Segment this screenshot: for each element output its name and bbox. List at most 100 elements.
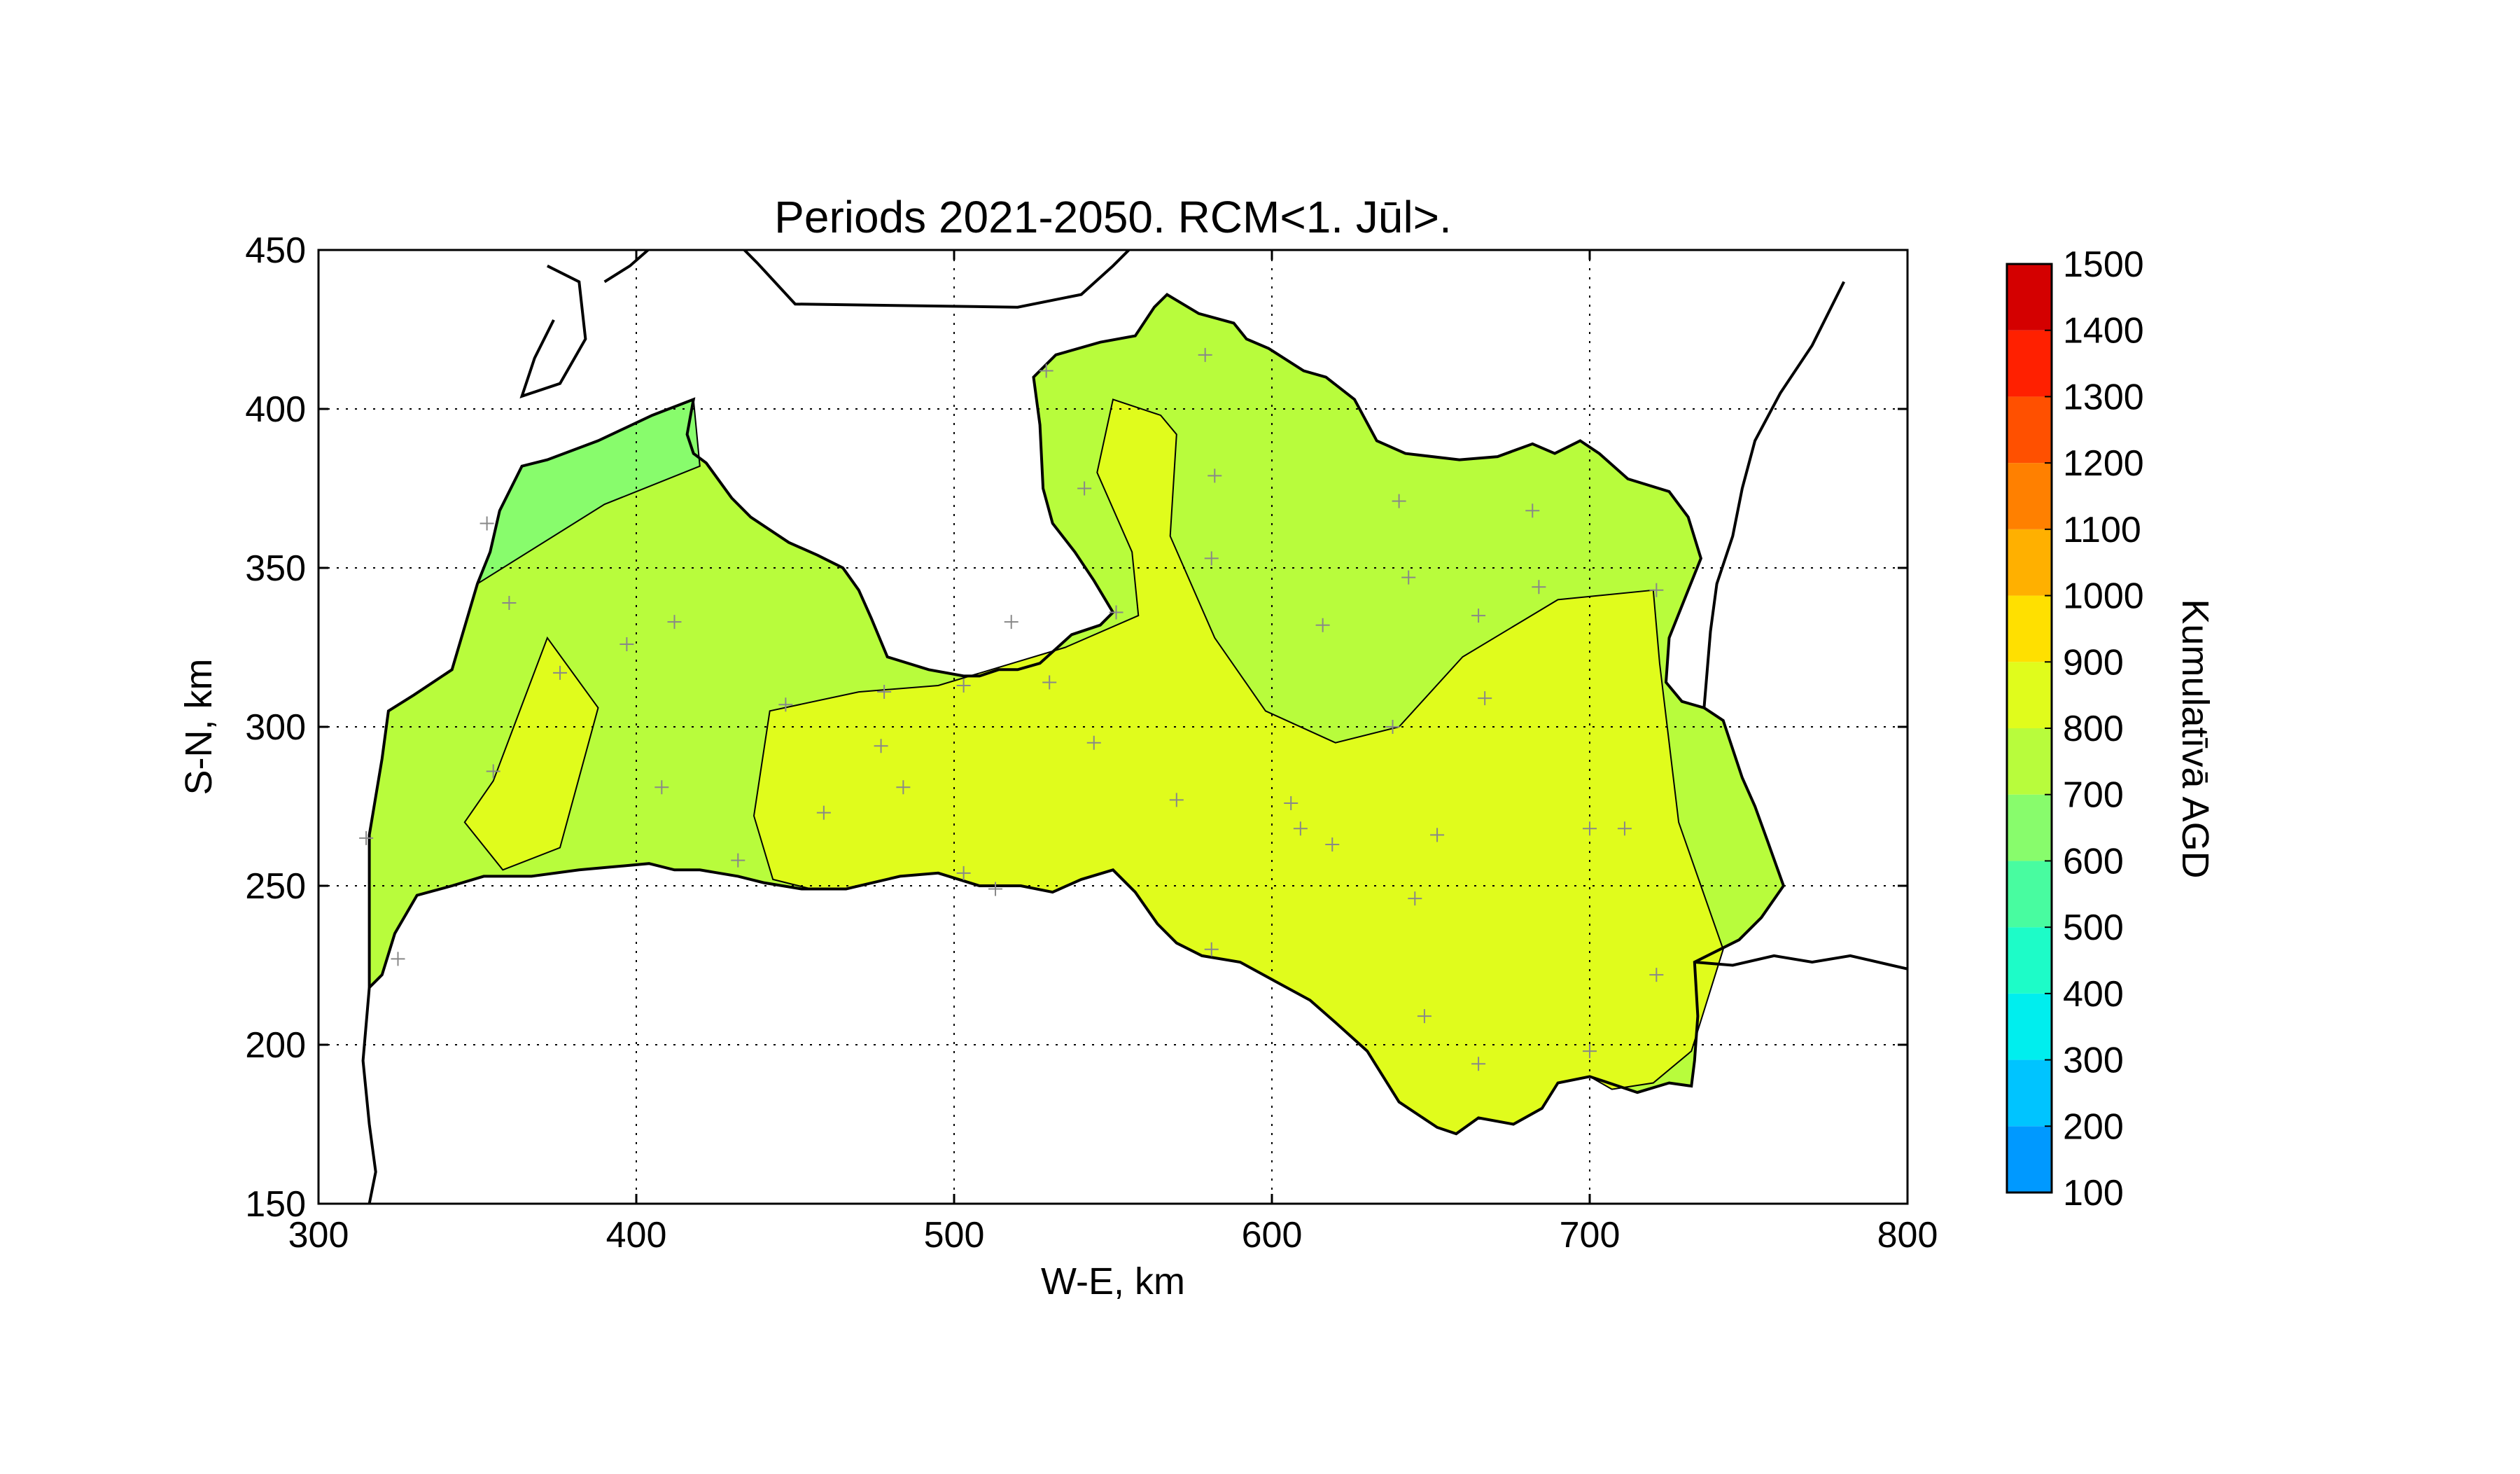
station-marker (1471, 1057, 1486, 1071)
station-marker (778, 697, 793, 712)
station-marker (1649, 968, 1664, 982)
plot-area: 300 400 500 600 700 800 150 200 250 300 350 400 450 (245, 230, 1938, 1256)
station-marker (1417, 1009, 1432, 1024)
x-tick-label: 300 (288, 1215, 349, 1256)
station-marker (553, 665, 568, 680)
station-marker (1617, 821, 1632, 836)
station-marker (1471, 609, 1486, 623)
station-marker (1401, 570, 1416, 585)
colorbar-segment (2007, 794, 2052, 861)
colorbar: 100 200 300 400 500 600 700 800 900 1000 1100 1200 1… (2005, 244, 2144, 1214)
colorbar-tick-label: 700 (2063, 775, 2124, 816)
colorbar-tick-label: 1000 (2063, 576, 2144, 617)
station-marker (502, 595, 517, 610)
station-marker (1086, 735, 1101, 750)
station-marker (1208, 468, 1222, 483)
station-marker (1315, 618, 1330, 632)
station-marker (1649, 583, 1664, 597)
station-marker (1525, 503, 1540, 518)
station-marker (1109, 605, 1124, 620)
y-axis-label: S-N, km (178, 659, 220, 795)
station-marker (1004, 615, 1018, 630)
station-marker (1198, 347, 1212, 362)
y-axis-ticks: 150 200 250 300 350 400 450 (245, 230, 1907, 1225)
neighbour-border (603, 250, 1131, 309)
station-marker (1169, 793, 1184, 807)
x-tick-label: 700 (1560, 1215, 1620, 1256)
colorbar-tick-label: 300 (2063, 1041, 2124, 1081)
region-800-900-west (463, 636, 599, 871)
station-marker (1408, 891, 1422, 906)
y-tick-label: 200 (245, 1025, 306, 1066)
station-marker (1532, 580, 1546, 595)
station-marker (1430, 828, 1445, 842)
station-marker (486, 764, 500, 779)
x-tick-label: 400 (606, 1215, 667, 1256)
station-markers (359, 347, 1664, 1071)
colorbar-segment (2007, 728, 2052, 795)
colorbar-tick-label: 200 (2063, 1106, 2124, 1147)
y-tick-label: 250 (245, 866, 306, 907)
station-marker (956, 865, 971, 880)
colorbar-segment (2007, 264, 2052, 331)
colorbar-tick-label: 1100 (2063, 510, 2141, 550)
station-marker (1392, 494, 1406, 508)
y-tick-label: 450 (245, 230, 306, 271)
grid-lines (318, 250, 1907, 1204)
colorbar-tick-label: 1200 (2063, 443, 2144, 484)
station-marker (874, 739, 888, 753)
station-marker (1077, 481, 1092, 496)
station-marker (877, 685, 892, 700)
colorbar-segment (2007, 396, 2052, 464)
colorbar-segment (2007, 662, 2052, 728)
x-tick-label: 500 (924, 1215, 985, 1256)
y-tick-label: 400 (245, 389, 306, 430)
colorbar-tick-label: 900 (2063, 642, 2124, 683)
colorbar-tick-label: 400 (2063, 974, 2124, 1015)
station-marker (1293, 821, 1308, 836)
latvia-border (368, 293, 1786, 1136)
neighbour-border (361, 987, 377, 1204)
colorbar-segment (2007, 927, 2052, 994)
station-marker (391, 952, 405, 966)
station-marker (1583, 1044, 1597, 1059)
colorbar-segment (2007, 463, 2052, 529)
colorbar-segment (2007, 993, 2052, 1060)
station-marker (1478, 691, 1492, 706)
colorbar-label: Kumulatīvā AGD (2174, 599, 2216, 878)
station-marker (620, 637, 634, 651)
station-marker (1325, 837, 1340, 851)
station-marker (1385, 720, 1400, 734)
station-marker (1284, 795, 1298, 810)
y-tick-label: 300 (245, 707, 306, 748)
station-marker (1583, 821, 1597, 836)
colorbar-tick-label: 600 (2063, 841, 2124, 882)
colorbar-segment (2007, 529, 2052, 596)
colorbar-tick-label: 100 (2063, 1173, 2124, 1214)
chart-title: Periods 2021-2050. RCM<1. Jūl>. (774, 192, 1452, 242)
station-marker (896, 780, 911, 795)
colorbar-segment (2007, 330, 2052, 397)
colorbar-tick-label: 1300 (2063, 377, 2144, 417)
colorbar-tick-label: 1500 (2063, 244, 2144, 285)
x-tick-label: 800 (1877, 1215, 1938, 1256)
station-marker (1204, 551, 1219, 566)
station-marker (1204, 942, 1219, 957)
station-marker (988, 882, 1003, 896)
station-marker (359, 830, 374, 845)
neighbour-border (519, 264, 587, 398)
country-borders (361, 250, 1907, 1204)
colorbar-segment (2007, 595, 2052, 662)
y-tick-label: 150 (245, 1184, 306, 1225)
station-marker (1039, 363, 1054, 378)
neighbour-border (1694, 954, 1907, 971)
colorbar-tick-label: 1400 (2063, 311, 2144, 352)
colorbar-segment (2007, 1059, 2052, 1127)
colorbar-tick-label: 800 (2063, 709, 2124, 749)
x-axis-label: W-E, km (1041, 1260, 1185, 1302)
neighbour-border (1702, 281, 1845, 708)
y-tick-label: 350 (245, 548, 306, 589)
colorbar-tick-label: 500 (2063, 908, 2124, 948)
